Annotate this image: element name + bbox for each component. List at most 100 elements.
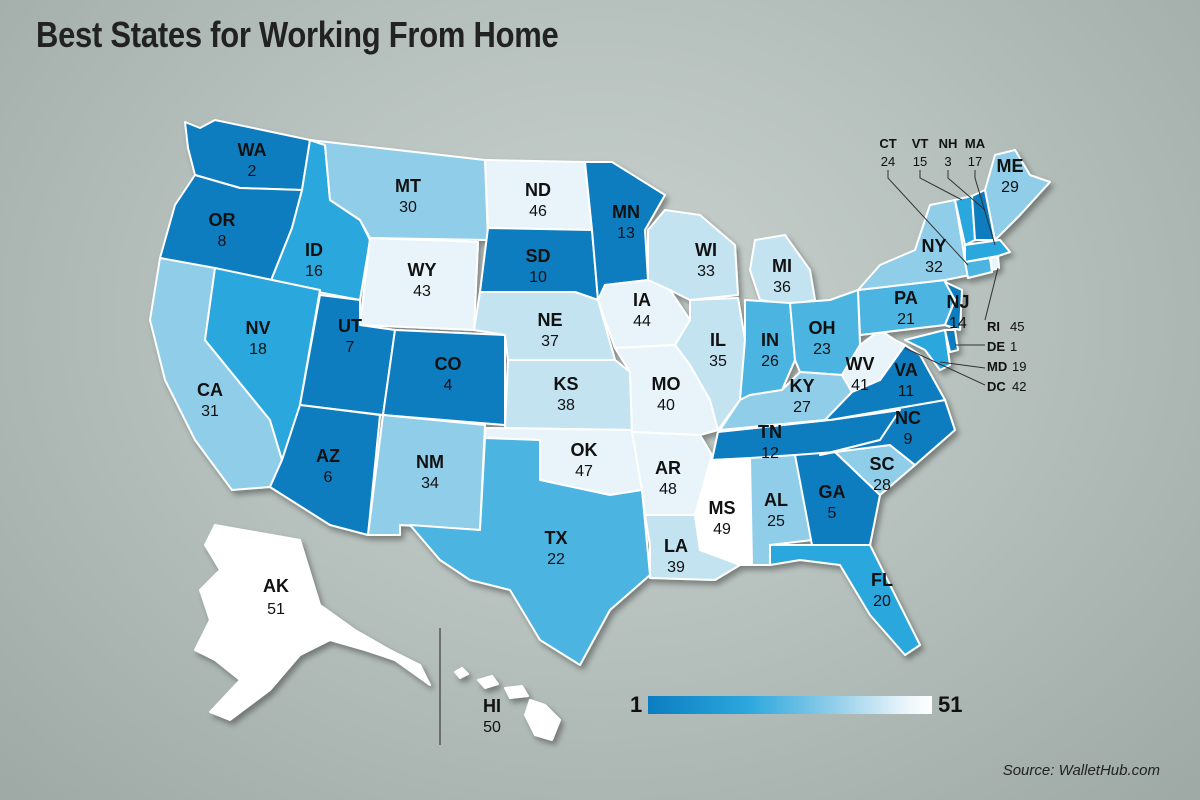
label-me-abbr: ME — [997, 156, 1024, 176]
label-co-abbr: CO — [435, 354, 462, 374]
state-az[interactable] — [269, 404, 381, 536]
label-ny-rank: 32 — [925, 259, 943, 276]
label-ar-rank: 48 — [659, 481, 677, 498]
label-vt-abbr: VT — [912, 136, 929, 151]
label-pa-rank: 21 — [897, 311, 915, 328]
label-sc-abbr: SC — [869, 454, 894, 474]
label-ks-rank: 38 — [557, 397, 575, 414]
label-or-abbr: OR — [209, 210, 236, 230]
label-tx-abbr: TX — [544, 528, 567, 548]
label-il-abbr: IL — [710, 330, 726, 350]
label-nc-rank: 9 — [904, 431, 913, 448]
label-la-abbr: LA — [664, 536, 688, 556]
state-wv[interactable] — [841, 329, 906, 393]
state-hi-4[interactable] — [524, 699, 561, 741]
state-hi-1[interactable] — [454, 667, 469, 679]
label-ut-rank: 7 — [346, 339, 355, 356]
label-dc-abbr: DC — [987, 379, 1006, 394]
label-wa-abbr: WA — [238, 140, 267, 160]
label-ny-abbr: NY — [921, 236, 946, 256]
state-hi-2[interactable] — [477, 675, 499, 689]
label-ok-abbr: OK — [571, 440, 598, 460]
state-ny[interactable] — [857, 199, 971, 291]
state-il[interactable] — [674, 297, 746, 431]
label-ct-rank: 24 — [881, 154, 895, 169]
state-me[interactable] — [984, 149, 1051, 241]
state-ak[interactable] — [194, 524, 431, 721]
state-nm[interactable] — [367, 414, 486, 536]
state-md[interactable] — [904, 329, 951, 371]
label-ms-rank: 49 — [713, 521, 731, 538]
label-wy-rank: 43 — [413, 283, 431, 300]
label-mn-rank: 13 — [617, 225, 635, 242]
label-wv-rank: 41 — [851, 377, 869, 394]
label-nd-rank: 46 — [529, 203, 547, 220]
label-ok-rank: 47 — [575, 463, 593, 480]
label-wa-rank: 2 — [248, 163, 257, 180]
legend-max-label: 51 — [938, 692, 963, 717]
state-wi[interactable] — [647, 209, 739, 301]
label-de-rank: 1 — [1010, 339, 1017, 354]
label-ne-rank: 37 — [541, 333, 559, 350]
label-mn-abbr: MN — [612, 202, 640, 222]
label-az-rank: 6 — [324, 469, 333, 486]
label-sd-abbr: SD — [525, 246, 550, 266]
label-mt-abbr: MT — [395, 176, 421, 196]
state-tx[interactable] — [409, 437, 651, 666]
label-md-abbr: MD — [987, 359, 1007, 374]
label-nm-rank: 34 — [421, 475, 439, 492]
label-dc-rank: 42 — [1012, 379, 1026, 394]
label-wi-abbr: WI — [695, 240, 717, 260]
label-ma-rank: 17 — [968, 154, 982, 169]
label-de-abbr: DE — [987, 339, 1005, 354]
label-in-abbr: IN — [761, 330, 779, 350]
label-ut-abbr: UT — [338, 316, 362, 336]
label-hi-rank: 50 — [483, 719, 501, 736]
state-nj[interactable] — [944, 281, 963, 331]
label-ne-abbr: NE — [537, 310, 562, 330]
label-sd-rank: 10 — [529, 269, 547, 286]
label-mi-rank: 36 — [773, 279, 791, 296]
label-ri-abbr: RI — [987, 319, 1000, 334]
label-ca-rank: 31 — [201, 403, 219, 420]
label-ga-rank: 5 — [828, 505, 837, 522]
label-tn-abbr: TN — [758, 422, 782, 442]
state-de[interactable] — [944, 329, 959, 353]
label-ky-abbr: KY — [789, 376, 814, 396]
label-id-rank: 16 — [305, 263, 323, 280]
label-ak-abbr: AK — [263, 576, 289, 596]
label-il-rank: 35 — [709, 353, 727, 370]
label-mo-rank: 40 — [657, 397, 675, 414]
state-hi-3[interactable] — [504, 685, 529, 699]
label-tx-rank: 22 — [547, 551, 565, 568]
state-ma[interactable] — [964, 239, 1011, 263]
label-ky-rank: 27 — [793, 399, 811, 416]
label-ms-abbr: MS — [709, 498, 736, 518]
label-ct-abbr: CT — [879, 136, 896, 151]
label-mo-abbr: MO — [652, 374, 681, 394]
label-co-rank: 4 — [444, 377, 453, 394]
label-oh-rank: 23 — [813, 341, 831, 358]
label-ar-abbr: AR — [655, 458, 681, 478]
label-nm-abbr: NM — [416, 452, 444, 472]
label-va-rank: 11 — [898, 383, 915, 400]
label-me-rank: 29 — [1001, 179, 1019, 196]
label-mt-rank: 30 — [399, 199, 417, 216]
state-ks[interactable] — [504, 359, 633, 431]
source-credit: Source: WalletHub.com — [1002, 762, 1160, 779]
label-hi-abbr: HI — [483, 696, 501, 716]
label-ca-abbr: CA — [197, 380, 223, 400]
label-ga-abbr: GA — [819, 482, 846, 502]
label-az-abbr: AZ — [316, 446, 340, 466]
label-nv-abbr: NV — [245, 318, 270, 338]
label-nh-abbr: NH — [939, 136, 958, 151]
label-ia-rank: 44 — [633, 313, 651, 330]
label-ma-abbr: MA — [965, 136, 986, 151]
label-oh-abbr: OH — [809, 318, 836, 338]
label-nc-abbr: NC — [895, 408, 921, 428]
legend-min-label: 1 — [630, 692, 643, 717]
callout-labels-side: RI 45 DE 1 MD 19 DC 42 — [987, 319, 1026, 394]
state-fl[interactable] — [769, 544, 921, 656]
label-or-rank: 8 — [218, 233, 227, 250]
label-in-rank: 26 — [761, 353, 779, 370]
